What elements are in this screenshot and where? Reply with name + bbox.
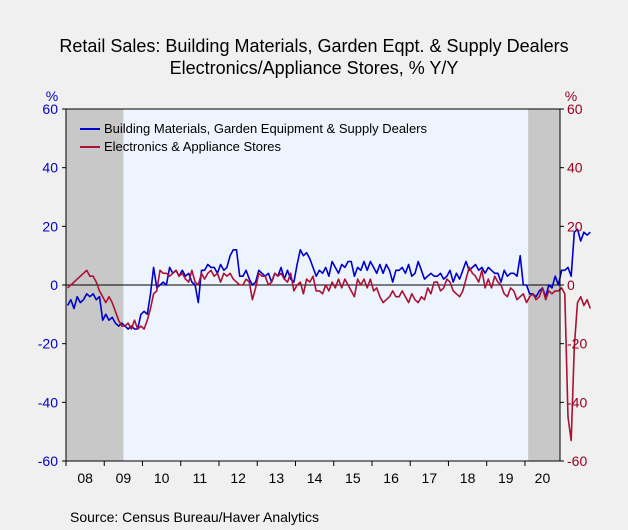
left-tick-label-0: 60	[42, 101, 58, 117]
x-tick-label-7: 15	[345, 470, 361, 486]
left-tick-label-2: 20	[42, 218, 58, 234]
x-tick-label-5: 13	[269, 470, 285, 486]
chart-subtitle: Electronics/Appliance Stores, % Y/Y	[170, 58, 459, 78]
left-axis: 60 40 20 0 -20 -40 -60	[38, 101, 66, 469]
left-tick-label-5: -40	[38, 394, 58, 410]
legend-label-building: Building Materials, Garden Equipment & S…	[104, 121, 428, 136]
x-tick-label-8: 16	[383, 470, 399, 486]
right-axis: 60 40 20 0 -20 -40 -60	[560, 101, 587, 469]
legend: Building Materials, Garden Equipment & S…	[80, 121, 428, 154]
left-tick-label-1: 40	[42, 160, 58, 176]
x-tick-label-4: 12	[230, 470, 246, 486]
series-lines	[66, 228, 592, 442]
x-tick-label-10: 18	[460, 470, 476, 486]
x-tick-label-6: 14	[307, 470, 323, 486]
chart-title: Retail Sales: Building Materials, Garden…	[59, 36, 568, 56]
right-tick-label-4: -20	[567, 336, 587, 352]
legend-label-electronics: Electronics & Appliance Stores	[104, 139, 282, 154]
right-tick-label-3: 0	[567, 277, 575, 293]
x-tick-label-3: 11	[193, 470, 208, 486]
left-tick-label-4: -20	[38, 336, 58, 352]
x-tick-label-0: 08	[77, 470, 93, 486]
x-tick-label-9: 17	[422, 470, 438, 486]
x-tick-label-12: 20	[535, 470, 551, 486]
right-tick-label-2: 20	[567, 218, 583, 234]
x-tick-label-11: 19	[498, 470, 514, 486]
right-axis-unit: %	[565, 88, 577, 104]
right-tick-label-5: -40	[567, 394, 587, 410]
series-line-1	[67, 266, 592, 442]
right-tick-label-0: 60	[567, 101, 583, 117]
x-axis: 08 09 10 11 12 13 14 15 16 17 18 19 20	[65, 461, 551, 486]
x-tick-label-2: 10	[154, 470, 170, 486]
left-tick-label-3: 0	[50, 277, 58, 293]
right-tick-label-6: -60	[567, 453, 587, 469]
series-line-0	[66, 228, 591, 330]
x-tick-label-1: 09	[116, 470, 132, 486]
right-tick-label-1: 40	[567, 160, 583, 176]
left-axis-unit: %	[46, 88, 58, 104]
source-note: Source: Census Bureau/Haver Analytics	[70, 509, 319, 525]
left-tick-label-6: -60	[38, 453, 58, 469]
